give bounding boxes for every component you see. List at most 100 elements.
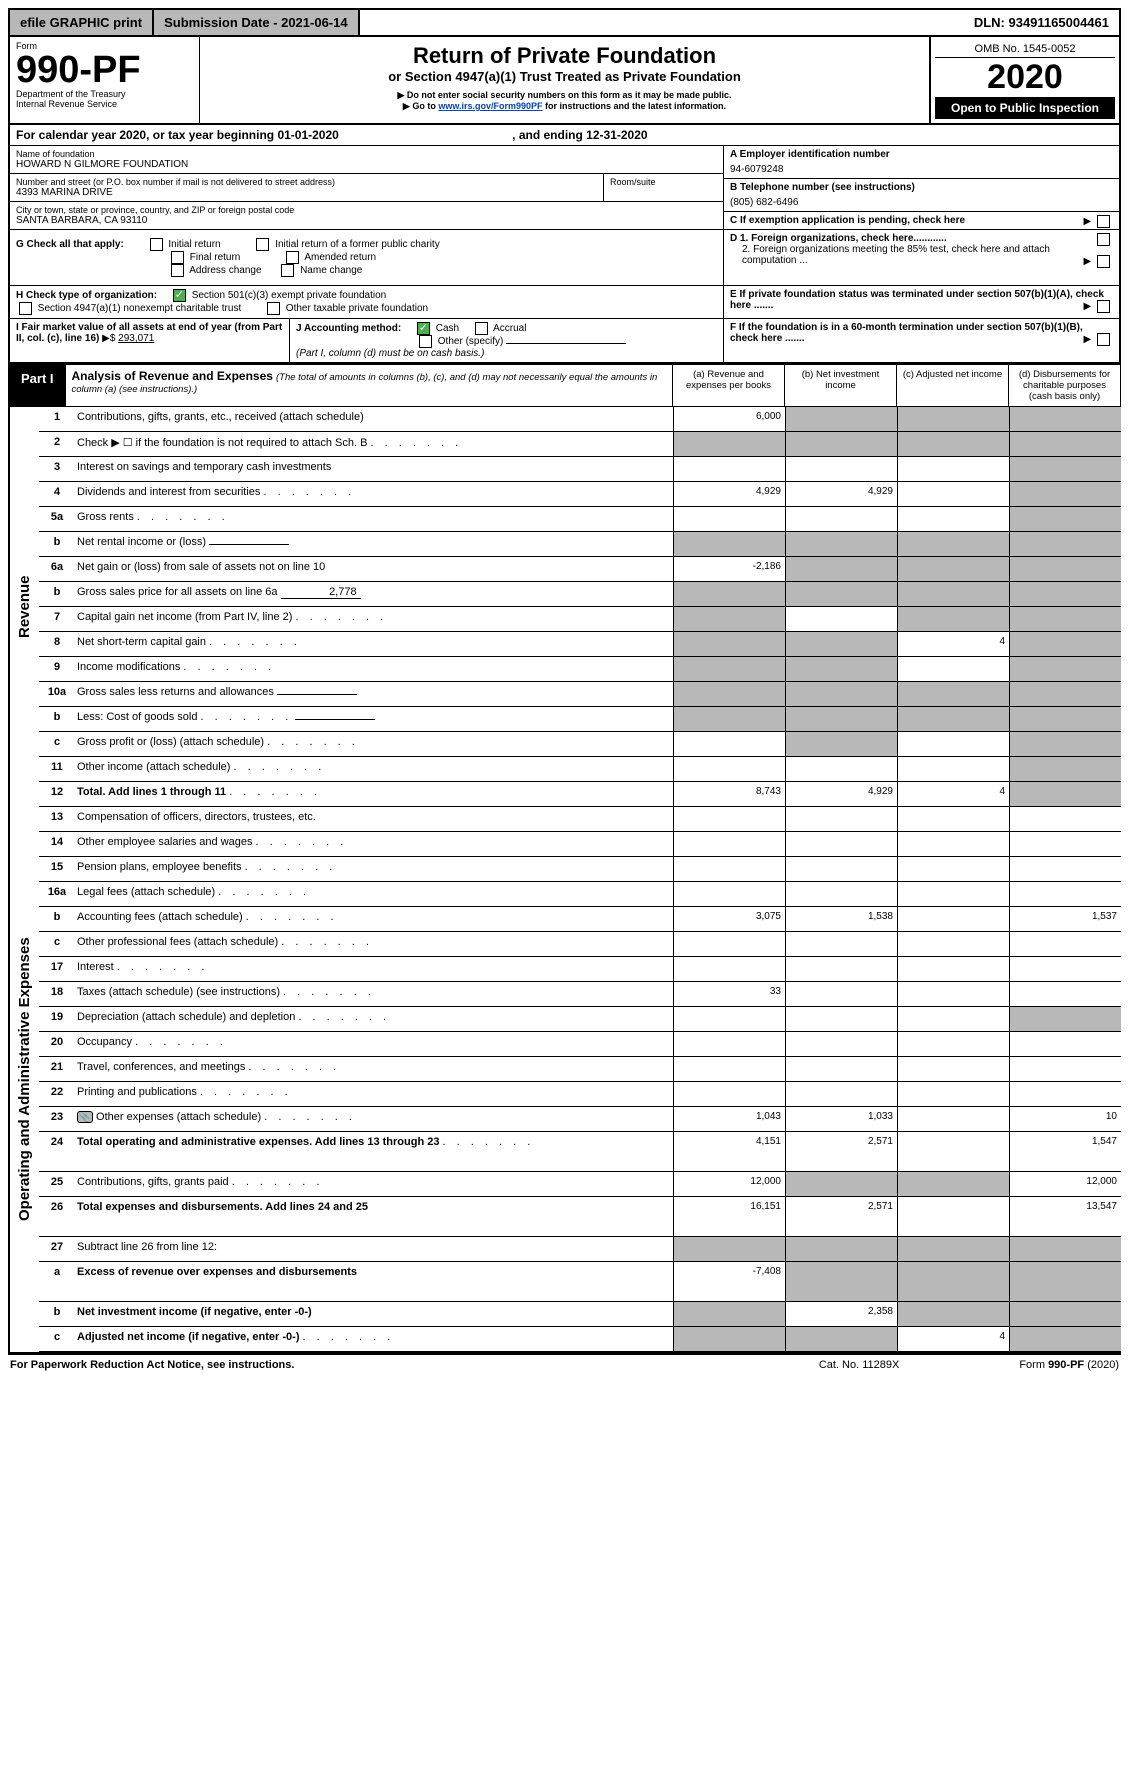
cal-begin: For calendar year 2020, or tax year begi… [16, 128, 339, 142]
h-chk-4947[interactable] [19, 302, 32, 315]
line-text: Other employee salaries and wages . . . … [75, 832, 673, 856]
line-number: 15 [39, 857, 75, 881]
cell-d [1009, 832, 1121, 856]
line-text: Total operating and administrative expen… [75, 1132, 673, 1171]
note1: ▶ Do not enter social security numbers o… [206, 90, 923, 101]
line-text: Total expenses and disbursements. Add li… [75, 1197, 673, 1236]
line-text: Pension plans, employee benefits . . . .… [75, 857, 673, 881]
check-j: J Accounting method: ✓ Cash Accrual Othe… [290, 319, 724, 362]
line-text: Total. Add lines 1 through 11 . . . . . … [75, 782, 673, 806]
line-number: 26 [39, 1197, 75, 1236]
g-chk-initial[interactable] [150, 238, 163, 251]
cell-b [785, 1237, 897, 1261]
g-chk-amended[interactable] [286, 251, 299, 264]
g-chk-former[interactable] [256, 238, 269, 251]
cell-d [1009, 1237, 1121, 1261]
table-row: bNet rental income or (loss) [39, 532, 1121, 557]
dln: DLN: 93491165004461 [964, 10, 1119, 35]
g-chk-address[interactable] [171, 264, 184, 277]
line-number: 24 [39, 1132, 75, 1171]
f-label: F If the foundation is in a 60-month ter… [730, 322, 1083, 344]
table-row: 5aGross rents . . . . . . . [39, 507, 1121, 532]
cell-c [897, 1132, 1009, 1171]
cell-a: 4,151 [673, 1132, 785, 1171]
e-label: E If private foundation status was termi… [730, 289, 1104, 311]
line-number: 23 [39, 1107, 75, 1131]
f-checkbox[interactable] [1097, 333, 1110, 346]
h-chk-other[interactable] [267, 302, 280, 315]
line-text: Occupancy . . . . . . . [75, 1032, 673, 1056]
col-d: (d) Disbursements for charitable purpose… [1008, 365, 1120, 406]
room-cell: Room/suite [603, 174, 723, 202]
line-text: Legal fees (attach schedule) . . . . . .… [75, 882, 673, 906]
g-chk-name[interactable] [281, 264, 294, 277]
cell-c [897, 457, 1009, 481]
line-number: 22 [39, 1082, 75, 1106]
dept: Department of the Treasury Internal Reve… [16, 89, 193, 109]
revenue-body: 1Contributions, gifts, grants, etc., rec… [39, 407, 1121, 807]
part1-desc: Analysis of Revenue and Expenses (The to… [66, 365, 672, 406]
line-text: Taxes (attach schedule) (see instruction… [75, 982, 673, 1006]
j-chk-accrual[interactable] [475, 322, 488, 335]
header-left: Form 990-PF Department of the Treasury I… [10, 37, 200, 123]
cell-a [673, 757, 785, 781]
e-checkbox[interactable] [1097, 300, 1110, 313]
cell-d [1009, 432, 1121, 456]
cell-d [1009, 1262, 1121, 1301]
line-number: a [39, 1262, 75, 1301]
h-label: H Check type of organization: [16, 290, 157, 301]
topbar: efile GRAPHIC print Submission Date - 20… [8, 8, 1121, 37]
line-text: Travel, conferences, and meetings . . . … [75, 1057, 673, 1081]
cell-c [897, 932, 1009, 956]
cell-a [673, 932, 785, 956]
cell-c [897, 1032, 1009, 1056]
cell-a [673, 1082, 785, 1106]
ein-value: 94-6079248 [730, 160, 1113, 175]
page-footer: For Paperwork Reduction Act Notice, see … [8, 1354, 1121, 1375]
table-row: cGross profit or (loss) (attach schedule… [39, 732, 1121, 757]
line-number: 17 [39, 957, 75, 981]
cell-c [897, 507, 1009, 531]
cell-d [1009, 1007, 1121, 1031]
revenue-table: Revenue 1Contributions, gifts, grants, e… [8, 407, 1121, 807]
efile-button[interactable]: efile GRAPHIC print [10, 10, 154, 35]
table-row: 9Income modifications . . . . . . . [39, 657, 1121, 682]
cell-b [785, 432, 897, 456]
table-row: cAdjusted net income (if negative, enter… [39, 1327, 1121, 1352]
part1-title: Analysis of Revenue and Expenses [72, 369, 273, 383]
cell-c [897, 407, 1009, 431]
line-number: 9 [39, 657, 75, 681]
line-number: b [39, 1302, 75, 1326]
cell-a: 1,043 [673, 1107, 785, 1131]
irs-link[interactable]: www.irs.gov/Form990PF [438, 101, 542, 111]
h-chk-501c3[interactable]: ✓ [173, 289, 186, 302]
cell-d [1009, 807, 1121, 831]
cell-b: 2,358 [785, 1302, 897, 1326]
d1-checkbox[interactable] [1097, 233, 1110, 246]
street-address: 4393 MARINA DRIVE [16, 187, 597, 198]
line-text: Net gain or (loss) from sale of assets n… [75, 557, 673, 581]
cell-a [673, 432, 785, 456]
table-row: 6aNet gain or (loss) from sale of assets… [39, 557, 1121, 582]
d2-checkbox[interactable] [1097, 255, 1110, 268]
line-text: Gross profit or (loss) (attach schedule)… [75, 732, 673, 756]
table-row: 7Capital gain net income (from Part IV, … [39, 607, 1121, 632]
g-chk-final[interactable] [171, 251, 184, 264]
j-chk-cash[interactable]: ✓ [417, 322, 430, 335]
cell-c [897, 1237, 1009, 1261]
exemption-checkbox[interactable] [1097, 215, 1110, 228]
cell-d [1009, 782, 1121, 806]
j-chk-other[interactable] [419, 335, 432, 348]
cell-d [1009, 1302, 1121, 1326]
cell-a [673, 807, 785, 831]
attachment-icon[interactable]: 📎 [77, 1111, 93, 1123]
line-text: Interest . . . . . . . [75, 957, 673, 981]
cell-d [1009, 657, 1121, 681]
cell-d [1009, 632, 1121, 656]
cell-a: -7,408 [673, 1262, 785, 1301]
omb-number: OMB No. 1545-0052 [935, 41, 1115, 58]
cell-d: 13,547 [1009, 1197, 1121, 1236]
info-row-2: G Check all that apply: Initial return I… [8, 230, 1121, 286]
calendar-year-row: For calendar year 2020, or tax year begi… [8, 125, 1121, 146]
cell-c [897, 982, 1009, 1006]
